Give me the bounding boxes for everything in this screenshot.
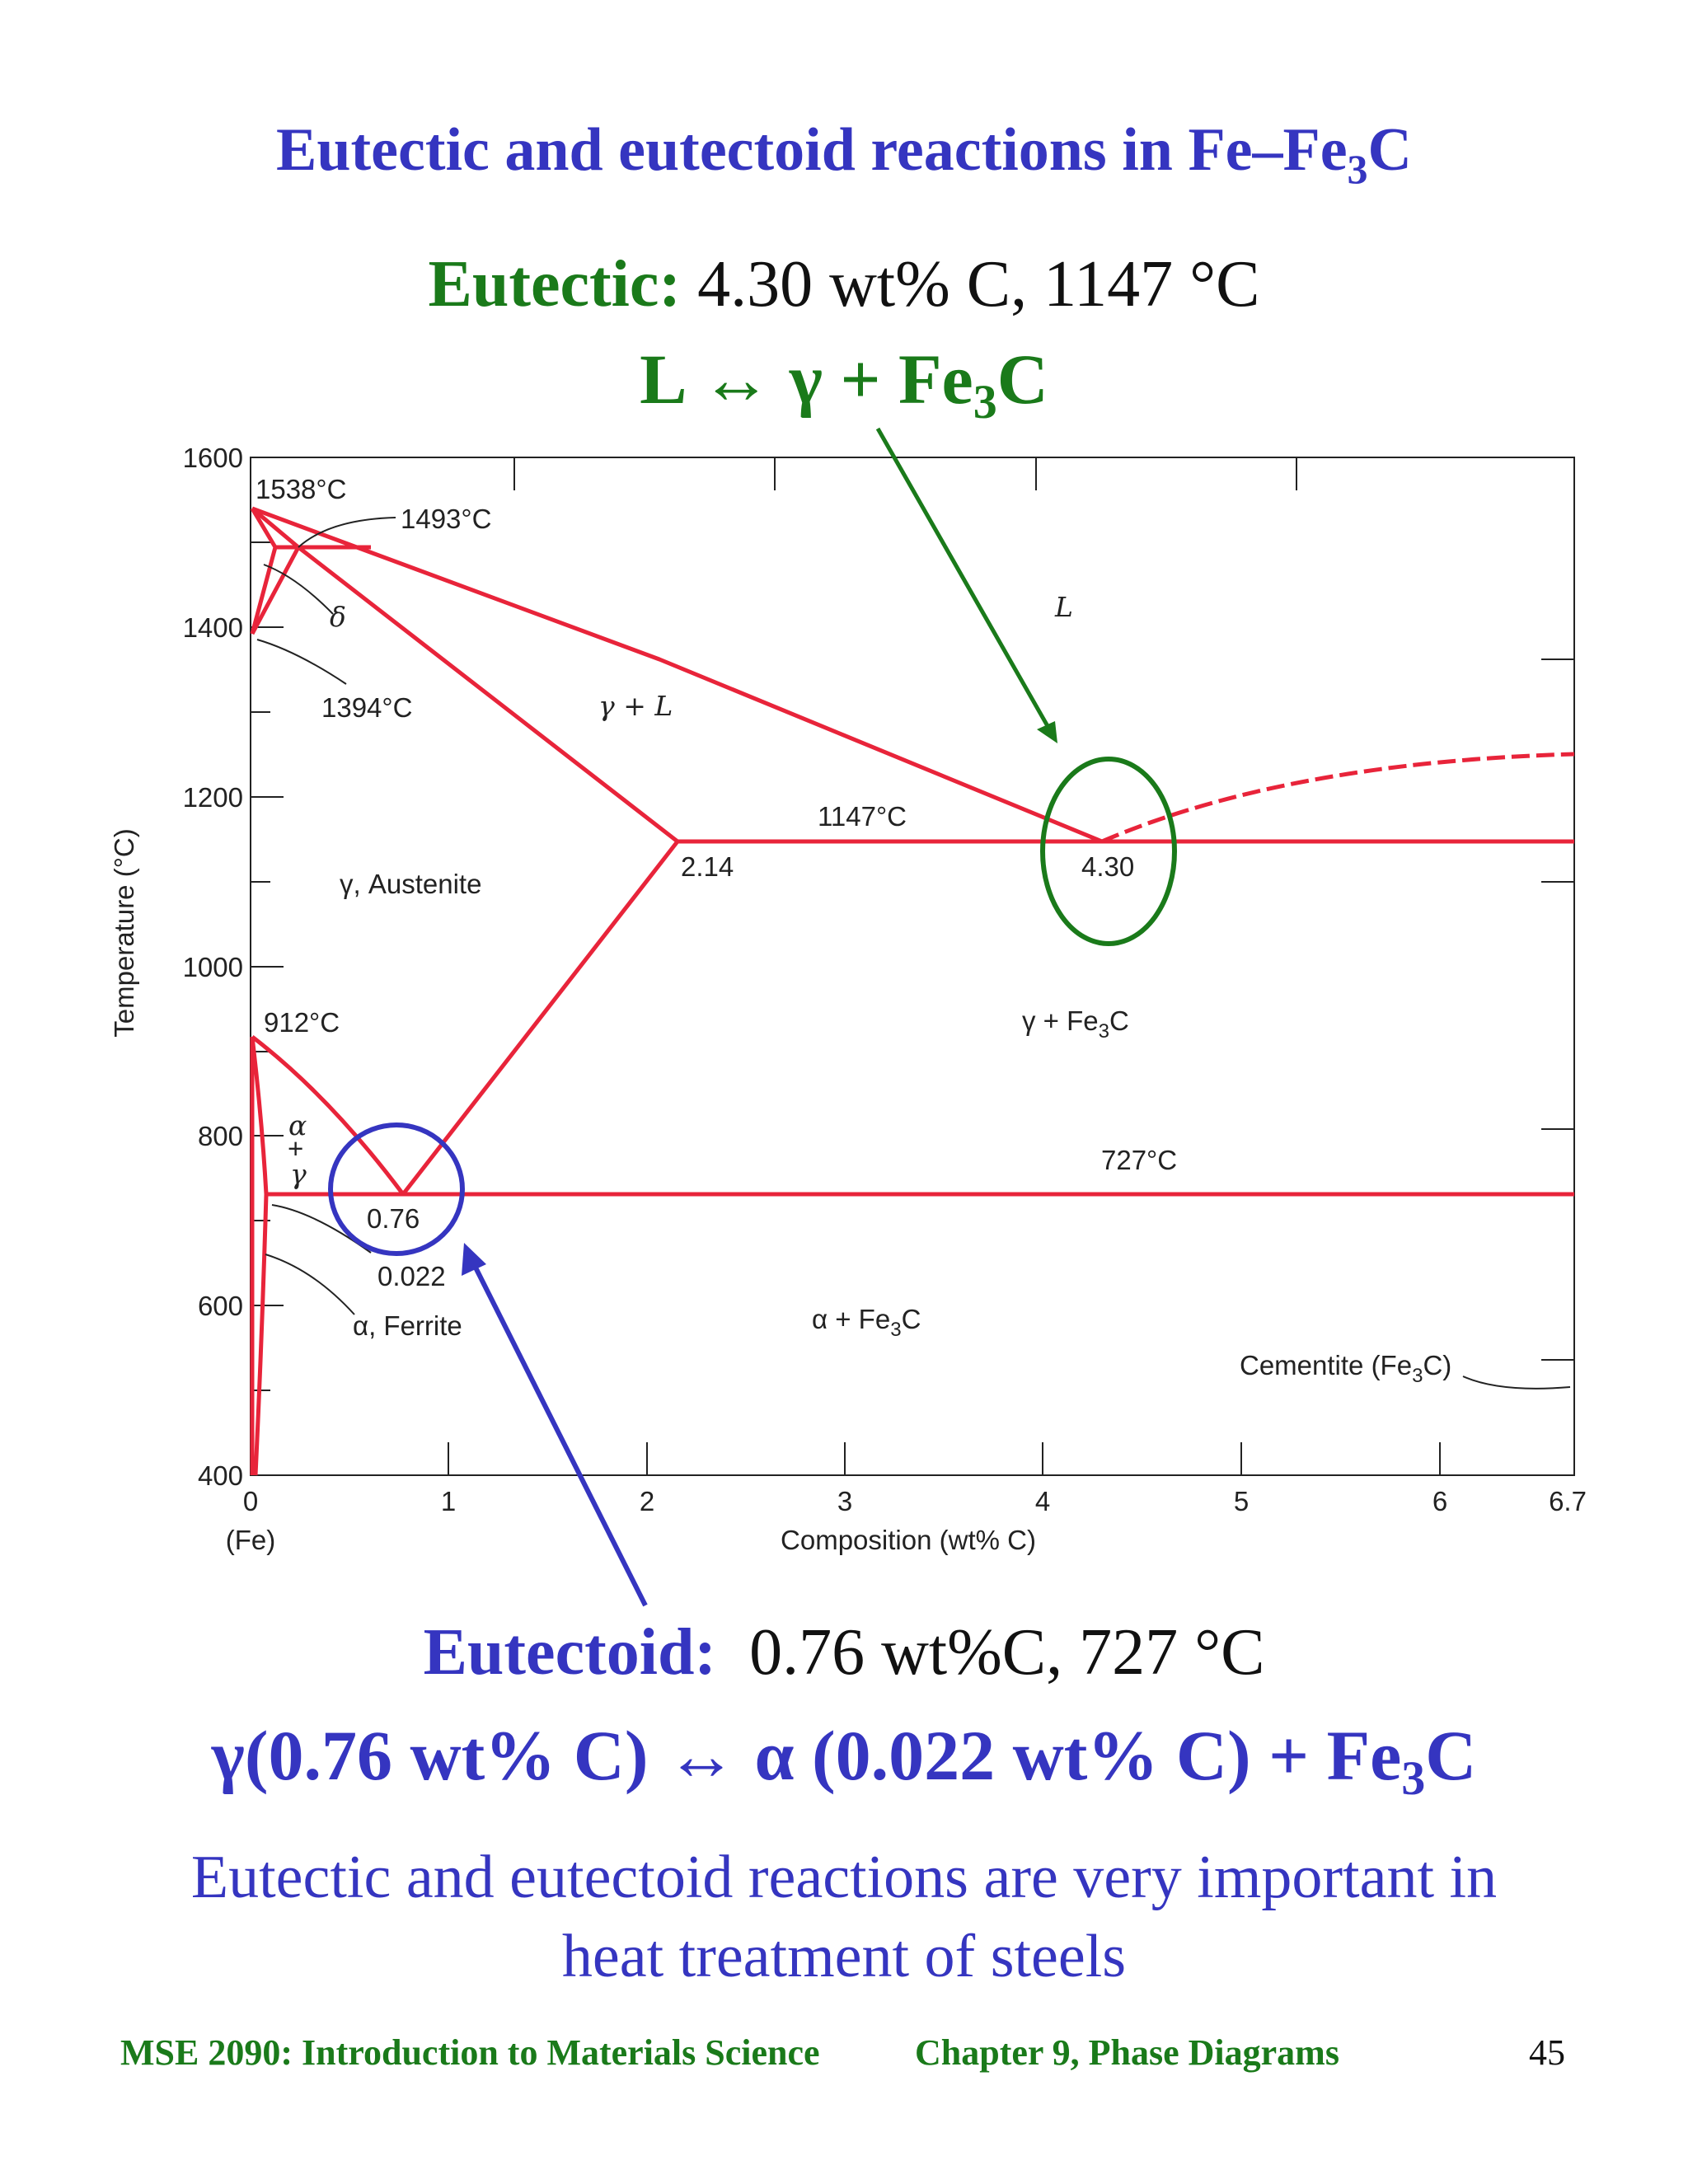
y-tick-label: 400 [198, 1460, 243, 1491]
x-tick-label: 5 [1234, 1486, 1249, 1516]
y-tick-label: 1000 [183, 952, 243, 982]
phase-boundaries [250, 506, 1574, 1476]
label-gamma-fe3c: γ + Fe3C [1022, 1005, 1129, 1043]
label-1147: 1147°C [818, 801, 907, 832]
label-0-022: 0.022 [377, 1261, 446, 1291]
x-tick-label: 1 [441, 1486, 456, 1516]
label-ferrite: α, Ferrite [353, 1310, 462, 1341]
leader-lines [256, 517, 1571, 1390]
label-austenite: γ, Austenite [340, 869, 481, 899]
eutectic-arrow [875, 427, 1053, 733]
note-line-1: Eutectic and eutectoid reactions are ver… [190, 1844, 1498, 1911]
eutectoid-summary: Eutectoid: 0.76 wt%C, 727 °C [0, 1615, 1688, 1690]
y-tick-label: 800 [198, 1121, 243, 1151]
y-tick-label: 600 [198, 1291, 243, 1321]
x-tick-label: 2 [640, 1486, 654, 1516]
label-gamma-liquid: γ + L [598, 690, 673, 722]
x-tick-label: 0 [243, 1486, 258, 1516]
delta-gamma-line [250, 546, 301, 635]
acm-line [401, 840, 679, 1196]
eutectic-label: Eutectic: [428, 248, 682, 321]
footer-chapter: Chapter 9, Phase Diagrams [915, 2032, 1339, 2073]
eutectic-reaction: L ↔ γ + Fe3C [640, 340, 1048, 429]
x-tick-label: 4 [1035, 1486, 1050, 1516]
fe-fe3c-phase-diagram: 1600 1400 1200 1000 800 600 400 0 1 2 3 … [109, 427, 1587, 1607]
page-number: 45 [1529, 2032, 1565, 2073]
y-axis-label: Temperature (°C) [109, 828, 139, 1037]
eutectoid-reaction: γ(0.76 wt% C) ↔ α (0.022 wt% C) + Fe3C [211, 1716, 1477, 1806]
alpha-gamma-boundary [250, 1036, 269, 1195]
label-alpha-gamma-alpha: α [288, 1109, 307, 1141]
eutectoid-details: 0.76 wt%C, 727 °C [749, 1616, 1265, 1689]
label-delta: δ [330, 601, 346, 633]
x-tick-label: 6 [1432, 1486, 1447, 1516]
cementite-liquidus-dashed [1101, 752, 1575, 844]
label-cementite: Cementite (Fe3C) [1240, 1350, 1451, 1387]
y-tick-label: 1200 [183, 782, 243, 813]
x-axis-label: Composition (wt% C) [781, 1525, 1036, 1555]
label-4-30: 4.30 [1081, 851, 1134, 882]
label-liquid: L [1054, 591, 1073, 623]
eutectic-point-circle [1040, 757, 1177, 946]
y-ticks [251, 457, 1574, 1475]
eutectoid-label: Eutectoid: [423, 1616, 717, 1689]
eutectoid-arrow [470, 1259, 648, 1607]
solidus-line [297, 546, 679, 843]
eutectic-details: 4.30 wt% C, 1147 °C [697, 248, 1260, 321]
x-tick-label: 6.7 [1549, 1486, 1587, 1516]
y-tick-label: 1600 [183, 443, 243, 473]
label-2-14: 2.14 [681, 851, 734, 882]
eutectic-arrowhead [1037, 721, 1057, 743]
label-912: 912°C [264, 1007, 340, 1038]
label-1538: 1538°C [256, 474, 346, 504]
label-1493: 1493°C [401, 504, 491, 534]
label-0-76: 0.76 [367, 1203, 420, 1234]
x-origin-label: (Fe) [226, 1525, 276, 1555]
alpha-solvus [253, 1193, 269, 1476]
label-alpha-gamma-gamma: γ [290, 1158, 307, 1190]
note-line-2: heat treatment of steels [561, 1923, 1127, 1990]
delta-liquidus [251, 507, 300, 549]
label-727: 727°C [1101, 1145, 1177, 1175]
a3-line [251, 1035, 406, 1196]
label-alpha-gamma-plus: + [288, 1133, 303, 1164]
y-tick-label: 1400 [183, 612, 243, 643]
label-alpha-fe3c: α + Fe3C [812, 1304, 921, 1341]
label-1394: 1394°C [321, 692, 412, 723]
liquidus-line [251, 506, 1103, 844]
eutectoid-point-circle [328, 1122, 465, 1256]
x-tick-label: 3 [837, 1486, 852, 1516]
slide-title: Eutectic and eutectoid reactions in Fe–F… [275, 116, 1412, 192]
footer-course: MSE 2090: Introduction to Materials Scie… [120, 2032, 820, 2073]
eutectic-summary: Eutectic: 4.30 wt% C, 1147 °C [0, 247, 1688, 322]
importance-note: Eutectic and eutectoid reactions are ver… [0, 1838, 1688, 1996]
eutectoid-arrowhead [462, 1243, 486, 1276]
